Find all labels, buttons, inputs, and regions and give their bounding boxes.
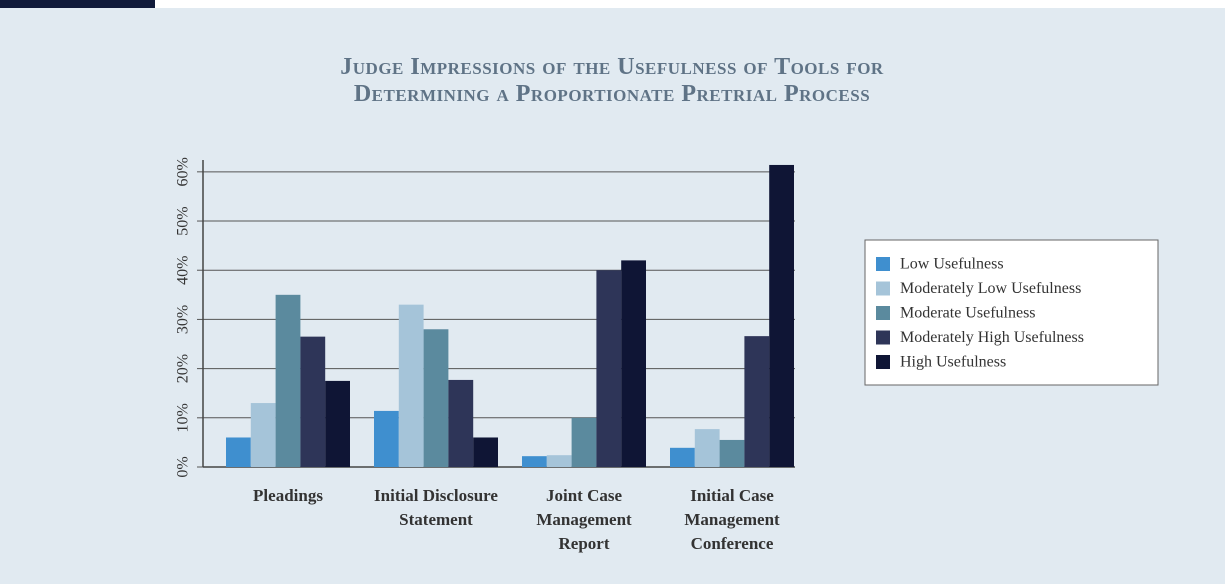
y-tick-label: 40% [175,256,192,285]
bar [275,294,301,467]
bar [546,455,572,467]
bar [374,410,399,467]
chart-title: Judge Impressions of the Usefulness of T… [340,54,884,107]
bar [744,336,770,467]
bar [596,270,622,467]
legend-swatch [876,306,890,320]
bar [769,164,794,468]
legend-swatch [876,257,890,271]
bar [621,260,646,467]
legend-label: Low Usefulness [900,256,1004,273]
bar [448,379,474,467]
legend-label: High Usefulness [900,354,1006,371]
bar [250,403,276,467]
bar [719,439,745,467]
bar [694,429,720,467]
bar [325,380,350,467]
y-tick-label: 20% [175,354,192,383]
x-tick-label: Initial Disclosure Statement [374,486,498,529]
x-tick-label: Initial Case Management Conference [684,486,780,553]
y-tick-label: 10% [175,403,192,432]
y-tick-label: 60% [175,157,192,186]
bar [473,437,498,467]
legend-swatch [876,281,890,296]
bar [571,417,597,467]
y-tick-label: 0% [175,456,192,477]
bar [226,437,251,467]
bar [398,304,424,467]
nav-block [0,0,155,8]
x-tick-label: Joint Case Management Report [536,486,632,553]
legend-swatch [876,355,890,369]
legend-label: Moderate Usefulness [900,305,1036,322]
bar [300,336,326,467]
bar [522,456,547,467]
x-tick-label: Pleadings [253,486,323,505]
bar [423,329,449,467]
bar [670,447,695,467]
legend-label: Moderately High Usefulness [900,329,1084,346]
legend-label: Moderately Low Usefulness [900,280,1081,297]
legend-swatch [876,330,890,345]
y-tick-label: 30% [175,305,192,334]
y-tick-label: 50% [175,206,192,235]
legend-box [864,239,1159,386]
